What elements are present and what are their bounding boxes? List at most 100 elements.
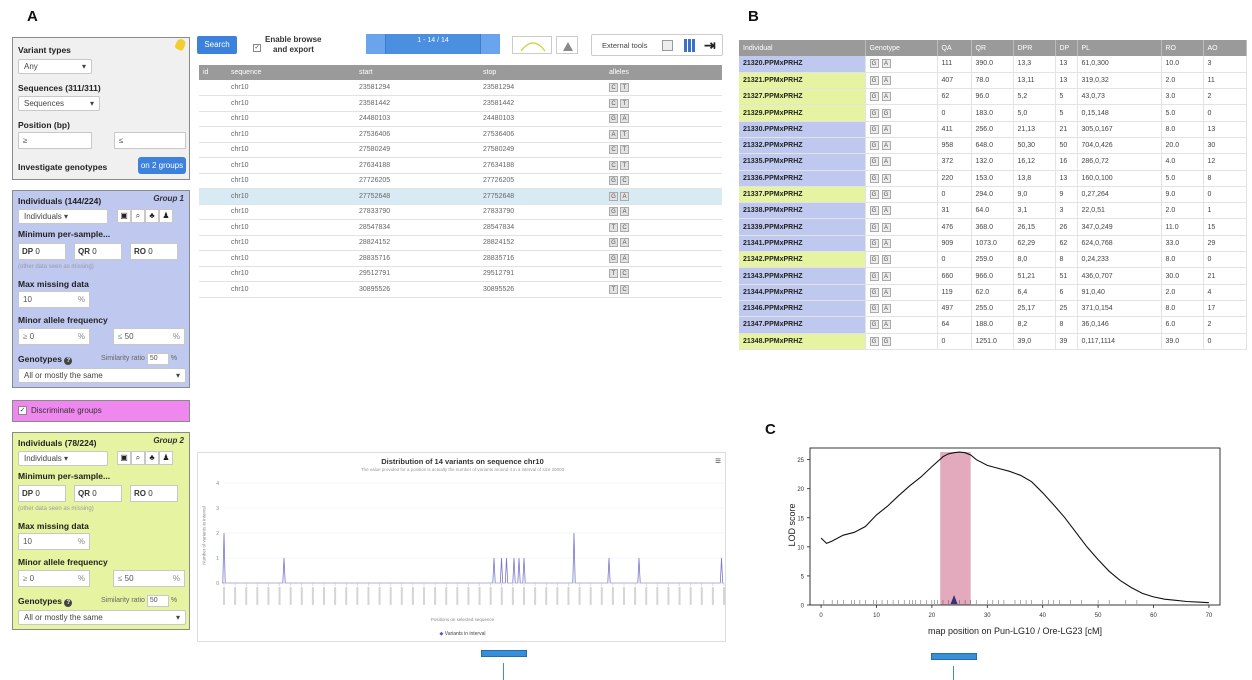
table-row[interactable]: chr10 27752648 27752648 G A bbox=[199, 188, 722, 205]
table-row[interactable]: chr10 28547834 28547834 T C bbox=[199, 219, 722, 236]
table-row[interactable]: 21341.PPMxPRHZ G A 909 1073.0 62,29 62 624,0,76… bbox=[739, 235, 1247, 253]
table-row[interactable]: chr10 27833790 27833790 G A bbox=[199, 204, 722, 220]
save-icon[interactable]: ▣ bbox=[117, 451, 131, 465]
column-header-pl[interactable]: PL bbox=[1077, 40, 1162, 56]
sequences-select[interactable]: Sequences ▾ bbox=[18, 96, 100, 111]
table-row[interactable]: 21337.PPMxPRHZ G G 0 294.0 9,0 9 0,27,264 9.0 0 bbox=[739, 186, 1247, 204]
table-row[interactable]: 21330.PPMxPRHZ G A 411 256.0 21,13 21 305,0,167… bbox=[739, 121, 1247, 138]
table-row[interactable]: chr10 27580249 27580249 C T bbox=[199, 142, 722, 158]
table-row[interactable]: 21347.PPMxPRHZ G A 64 188.0 8,2 8 36,0,146 6.0 2 bbox=[739, 316, 1247, 334]
allele-badge: C bbox=[620, 222, 629, 232]
table-row[interactable]: chr10 23581294 23581294 C T bbox=[199, 80, 722, 96]
density-chart-button[interactable] bbox=[512, 36, 552, 54]
group2-maf-max-input[interactable]: ≤ 50% bbox=[113, 570, 185, 587]
pager-prev-button[interactable] bbox=[366, 34, 386, 54]
column-header-qa[interactable]: QA bbox=[937, 40, 972, 56]
group1-qr-field[interactable]: QR 0 bbox=[74, 243, 122, 260]
group2-individuals-select[interactable]: Individuals ▾ bbox=[18, 451, 108, 466]
bar-chart-icon[interactable] bbox=[684, 39, 696, 52]
group1-maf-max-input[interactable]: ≤ 50% bbox=[113, 328, 185, 345]
people-icon[interactable]: ♟ bbox=[159, 209, 173, 223]
table-row[interactable]: 21335.PPMxPRHZ G A 372 132.0 16,12 16 286,0,72 4… bbox=[739, 153, 1247, 171]
table-row[interactable]: 21343.PPMxPRHZ G A 660 966.0 51,21 51 436,0,707… bbox=[739, 267, 1247, 285]
table-row[interactable]: chr10 28824152 28824152 G A bbox=[199, 235, 722, 251]
investigate-groups-dropdown[interactable]: on 2 groups ▾ bbox=[138, 157, 186, 187]
column-header-individual[interactable]: Individual bbox=[739, 40, 866, 56]
group1-ro-field[interactable]: RO 0 bbox=[130, 243, 178, 260]
table-row[interactable]: chr10 23581442 23581442 C T bbox=[199, 95, 722, 112]
table-row[interactable]: 21329.PPMxPRHZ G G 0 183.0 5,0 5 0,15,148 5.0 0 bbox=[739, 104, 1247, 122]
column-header-start[interactable]: start bbox=[355, 65, 479, 80]
search-icon[interactable]: ⌕ bbox=[131, 451, 145, 465]
cell-dp: 3 bbox=[1055, 202, 1078, 220]
save-icon[interactable]: ▣ bbox=[117, 209, 131, 223]
table-row[interactable]: chr10 27536406 27536406 A T bbox=[199, 126, 722, 143]
distribution-title: Distribution of 14 variants on sequence … bbox=[381, 457, 544, 466]
group1-individuals-select[interactable]: Individuals ▾ bbox=[18, 209, 108, 224]
distribution-legend[interactable]: ◆ Variants in interval bbox=[198, 631, 727, 637]
table-row[interactable]: 21346.PPMxPRHZ G A 497 255.0 25,17 25 371,0,154… bbox=[739, 300, 1247, 318]
column-header-genotype[interactable]: Genotype bbox=[865, 40, 938, 56]
pager-next-button[interactable] bbox=[480, 34, 500, 54]
cell-dp: 16 bbox=[1055, 153, 1078, 171]
enable-browse-checkbox[interactable]: ✓ bbox=[253, 44, 261, 52]
table-row[interactable]: chr10 30895526 30895526 T C bbox=[199, 281, 722, 298]
column-header-dp[interactable]: DP bbox=[1055, 40, 1078, 56]
similarity-input[interactable]: 50 bbox=[146, 595, 169, 607]
table-row[interactable]: chr10 24480103 24480103 G A bbox=[199, 111, 722, 127]
table-row[interactable]: 21342.PPMxPRHZ G G 0 259.0 8,0 8 0,24,233 8.0 0 bbox=[739, 251, 1247, 269]
help-icon[interactable]: ? bbox=[64, 599, 73, 607]
resize-handle-a[interactable] bbox=[481, 650, 527, 657]
column-header-ao[interactable]: AO bbox=[1203, 40, 1247, 56]
table-row[interactable]: 21344.PPMxPRHZ G A 119 62.0 6,4 6 91,0,40 2.0 4 bbox=[739, 284, 1247, 301]
group2-dp-field[interactable]: DP 0 bbox=[18, 485, 66, 502]
column-header-id[interactable]: id bbox=[199, 65, 227, 80]
table-row[interactable]: 21321.PPMxPRHZ G A 407 78.0 13,11 13 319,0,32 2.… bbox=[739, 72, 1247, 90]
table-row[interactable]: 21336.PPMxPRHZ G A 220 153.0 13,8 13 160,0,100 5… bbox=[739, 170, 1247, 187]
similarity-input[interactable]: 50 bbox=[146, 353, 169, 365]
column-header-dpr[interactable]: DPR bbox=[1013, 40, 1056, 56]
column-header-stop[interactable]: stop bbox=[479, 65, 605, 80]
column-header-qr[interactable]: QR bbox=[971, 40, 1014, 56]
group1-genotypes-select[interactable]: All or mostly the same ▾ bbox=[18, 368, 186, 383]
chart-menu-icon[interactable]: ≡ bbox=[715, 456, 721, 467]
table-row[interactable]: 21332.PPMxPRHZ G A 958 648.0 50,30 50 704,0,426… bbox=[739, 137, 1247, 155]
group2-maf-min-input[interactable]: ≥ 0% bbox=[18, 570, 90, 587]
table-row[interactable]: 21320.PPMxPRHZ G A 111 390.0 13,3 13 61,0,300 10… bbox=[739, 56, 1247, 73]
group2-qr-field[interactable]: QR 0 bbox=[74, 485, 122, 502]
group2-label: Group 2 bbox=[153, 436, 184, 445]
group1-max-missing-input[interactable]: 10% bbox=[18, 291, 90, 308]
group1-maf-min-input[interactable]: ≥ 0% bbox=[18, 328, 90, 345]
table-row[interactable]: 21327.PPMxPRHZ G A 62 96.0 5,2 5 43,0,73 3.0 2 bbox=[739, 88, 1247, 106]
variant-types-select[interactable]: Any ▾ bbox=[18, 59, 92, 74]
group2-genotypes-select[interactable]: All or mostly the same ▾ bbox=[18, 610, 186, 625]
table-row[interactable]: chr10 28835716 28835716 G A bbox=[199, 250, 722, 267]
discriminate-groups-box[interactable]: ✓ Discriminate groups bbox=[12, 400, 190, 422]
tools-grid-icon[interactable] bbox=[662, 40, 673, 51]
table-row[interactable]: chr10 27634188 27634188 C T bbox=[199, 157, 722, 174]
group2-ro-field[interactable]: RO 0 bbox=[130, 485, 178, 502]
table-row[interactable]: chr10 29512791 29512791 T C bbox=[199, 266, 722, 282]
checkbox-checked-icon[interactable]: ✓ bbox=[18, 406, 27, 415]
position-max-input[interactable]: ≤ bbox=[114, 132, 186, 149]
people-icon[interactable]: ♟ bbox=[159, 451, 173, 465]
search-icon[interactable]: ⌕ bbox=[131, 209, 145, 223]
table-row[interactable]: chr10 27726205 27726205 G C bbox=[199, 173, 722, 189]
column-header-ro[interactable]: RO bbox=[1161, 40, 1204, 56]
external-tools-button[interactable]: External tools ⇥ bbox=[591, 34, 723, 56]
table-row[interactable]: 21338.PPMxPRHZ G A 31 64.0 3,1 3 22,0,51 2.0 1 bbox=[739, 202, 1247, 220]
position-min-input[interactable]: ≥ bbox=[18, 132, 92, 149]
group1-dp-field[interactable]: DP 0 bbox=[18, 243, 66, 260]
histogram-button[interactable] bbox=[556, 36, 578, 54]
table-row[interactable]: 21339.PPMxPRHZ G A 476 368.0 26,15 26 347,0,249… bbox=[739, 218, 1247, 236]
filter-people-icon[interactable]: ♣ bbox=[145, 209, 159, 223]
resize-handle-c[interactable] bbox=[931, 653, 977, 660]
column-header-alleles[interactable]: alleles bbox=[605, 65, 722, 80]
table-row[interactable]: 21348.PPMxPRHZ G G 0 1251.0 39,0 39 0,117,1114 3… bbox=[739, 333, 1247, 350]
column-header-sequence[interactable]: sequence bbox=[227, 65, 355, 80]
search-button[interactable]: Search bbox=[197, 36, 237, 54]
group2-max-missing-input[interactable]: 10% bbox=[18, 533, 90, 550]
export-icon[interactable]: ⇥ bbox=[704, 37, 716, 53]
help-icon[interactable]: ? bbox=[64, 357, 73, 365]
filter-people-icon[interactable]: ♣ bbox=[145, 451, 159, 465]
